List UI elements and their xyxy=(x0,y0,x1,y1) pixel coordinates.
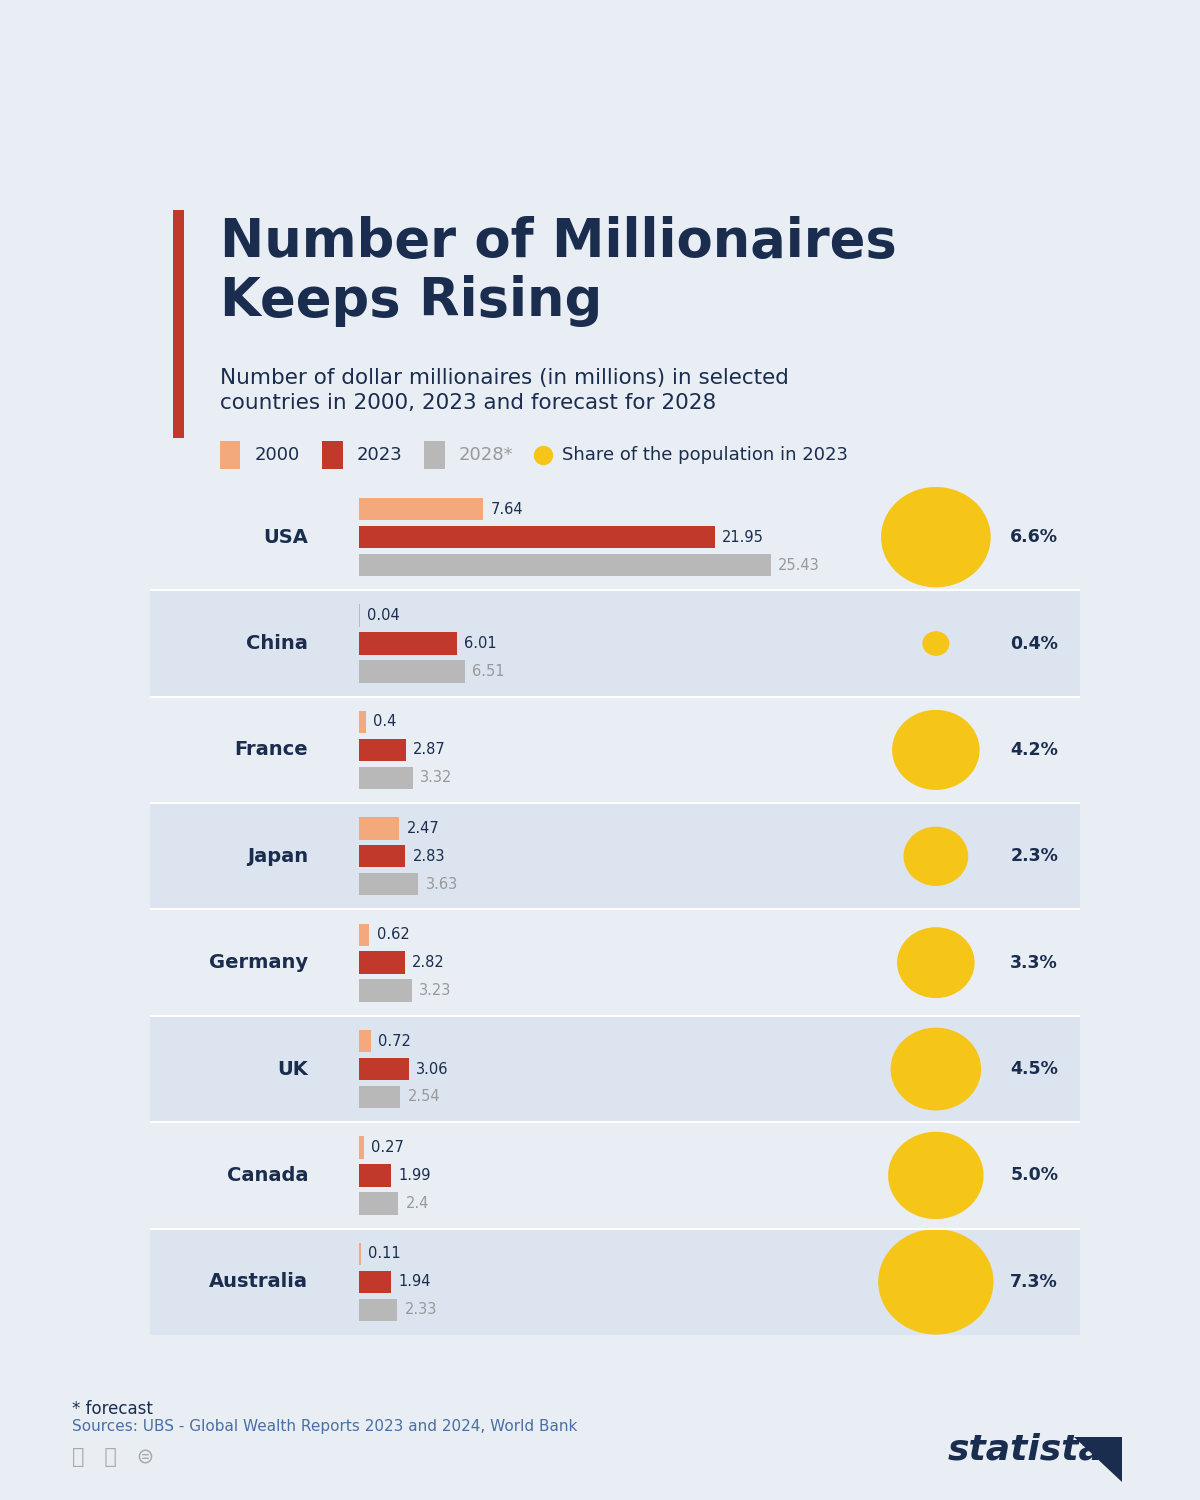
Text: 3.23: 3.23 xyxy=(419,982,451,998)
Circle shape xyxy=(892,710,979,791)
Bar xyxy=(359,1270,391,1293)
Bar xyxy=(359,951,404,974)
Text: 7.3%: 7.3% xyxy=(1010,1274,1058,1292)
Text: 0.62: 0.62 xyxy=(377,927,409,942)
Bar xyxy=(150,591,1080,696)
Bar xyxy=(359,766,413,789)
Bar xyxy=(359,980,412,1002)
Bar xyxy=(359,924,370,946)
Text: Number of dollar millionaires (in millions) in selected
countries in 2000, 2023 : Number of dollar millionaires (in millio… xyxy=(220,369,788,413)
Bar xyxy=(359,1242,361,1264)
Text: Canada: Canada xyxy=(227,1166,308,1185)
Text: 2000: 2000 xyxy=(254,446,300,464)
Text: 0.72: 0.72 xyxy=(378,1034,412,1048)
Bar xyxy=(359,1058,409,1080)
Text: 2.3%: 2.3% xyxy=(1010,847,1058,865)
Bar xyxy=(322,441,342,468)
Text: 5.0%: 5.0% xyxy=(1010,1167,1058,1185)
Text: 2.33: 2.33 xyxy=(404,1302,437,1317)
Bar xyxy=(359,1030,371,1053)
Text: 7.64: 7.64 xyxy=(491,501,523,516)
Text: 21.95: 21.95 xyxy=(722,530,764,544)
Text: 3.06: 3.06 xyxy=(416,1062,449,1077)
Circle shape xyxy=(904,827,968,886)
Bar xyxy=(359,844,406,867)
Bar xyxy=(359,1164,391,1186)
Bar xyxy=(359,818,400,840)
Text: statista: statista xyxy=(948,1432,1104,1467)
Text: 2.87: 2.87 xyxy=(413,742,446,758)
Text: 3.3%: 3.3% xyxy=(1010,954,1058,972)
Text: 0.4: 0.4 xyxy=(373,714,396,729)
Text: ⓒ   ⓘ   ⊜: ⓒ ⓘ ⊜ xyxy=(72,1448,155,1467)
Text: 4.2%: 4.2% xyxy=(1010,741,1058,759)
Text: * forecast: * forecast xyxy=(72,1400,152,1417)
Circle shape xyxy=(898,927,974,998)
Bar xyxy=(359,554,770,576)
Circle shape xyxy=(923,632,949,656)
Bar xyxy=(359,1192,398,1215)
Bar xyxy=(359,738,406,760)
Text: 4.5%: 4.5% xyxy=(1010,1060,1058,1078)
Text: 6.01: 6.01 xyxy=(464,636,497,651)
Bar xyxy=(359,1299,397,1322)
Text: Share of the population in 2023: Share of the population in 2023 xyxy=(562,446,848,464)
Circle shape xyxy=(888,1132,984,1220)
Bar xyxy=(150,1016,1080,1122)
Polygon shape xyxy=(1074,1437,1122,1482)
Text: France: France xyxy=(234,741,308,759)
Text: 2028*: 2028* xyxy=(458,446,514,464)
Bar xyxy=(150,1228,1080,1335)
Text: 2.83: 2.83 xyxy=(413,849,445,864)
Bar xyxy=(359,633,456,654)
Text: Australia: Australia xyxy=(209,1272,308,1292)
Text: 2.54: 2.54 xyxy=(408,1089,440,1104)
Bar xyxy=(359,1137,364,1158)
Text: 2023: 2023 xyxy=(356,446,402,464)
Text: 0.11: 0.11 xyxy=(368,1246,401,1262)
Text: 0.4%: 0.4% xyxy=(1010,634,1058,652)
Text: 6.6%: 6.6% xyxy=(1010,528,1058,546)
Bar xyxy=(359,526,714,549)
Bar xyxy=(359,660,464,682)
Text: 6.51: 6.51 xyxy=(472,664,504,680)
Bar xyxy=(220,441,240,468)
Text: UK: UK xyxy=(277,1059,308,1078)
Text: 3.63: 3.63 xyxy=(426,876,457,891)
Text: Sources: UBS - Global Wealth Reports 2023 and 2024, World Bank: Sources: UBS - Global Wealth Reports 202… xyxy=(72,1419,577,1434)
Text: Number of Millionaires
Keeps Rising: Number of Millionaires Keeps Rising xyxy=(220,216,896,327)
Text: 1.94: 1.94 xyxy=(398,1275,431,1290)
Circle shape xyxy=(878,1228,994,1335)
Text: China: China xyxy=(246,634,308,652)
Text: 25.43: 25.43 xyxy=(779,558,820,573)
Bar xyxy=(150,802,1080,909)
Bar xyxy=(359,1086,401,1108)
Text: 1.99: 1.99 xyxy=(398,1168,432,1184)
Bar xyxy=(359,498,482,520)
Text: 0.04: 0.04 xyxy=(367,608,400,622)
Circle shape xyxy=(890,1028,982,1110)
Bar xyxy=(359,711,366,734)
Text: 2.82: 2.82 xyxy=(413,956,445,970)
Text: USA: USA xyxy=(263,528,308,546)
Text: Japan: Japan xyxy=(247,847,308,865)
Bar xyxy=(173,210,185,438)
Text: Germany: Germany xyxy=(209,952,308,972)
Bar xyxy=(359,873,418,895)
Bar xyxy=(425,441,445,468)
Circle shape xyxy=(881,488,991,588)
Text: 0.27: 0.27 xyxy=(371,1140,404,1155)
Text: 2.47: 2.47 xyxy=(407,821,439,836)
Text: 2.4: 2.4 xyxy=(406,1196,428,1210)
Text: 3.32: 3.32 xyxy=(420,771,452,786)
